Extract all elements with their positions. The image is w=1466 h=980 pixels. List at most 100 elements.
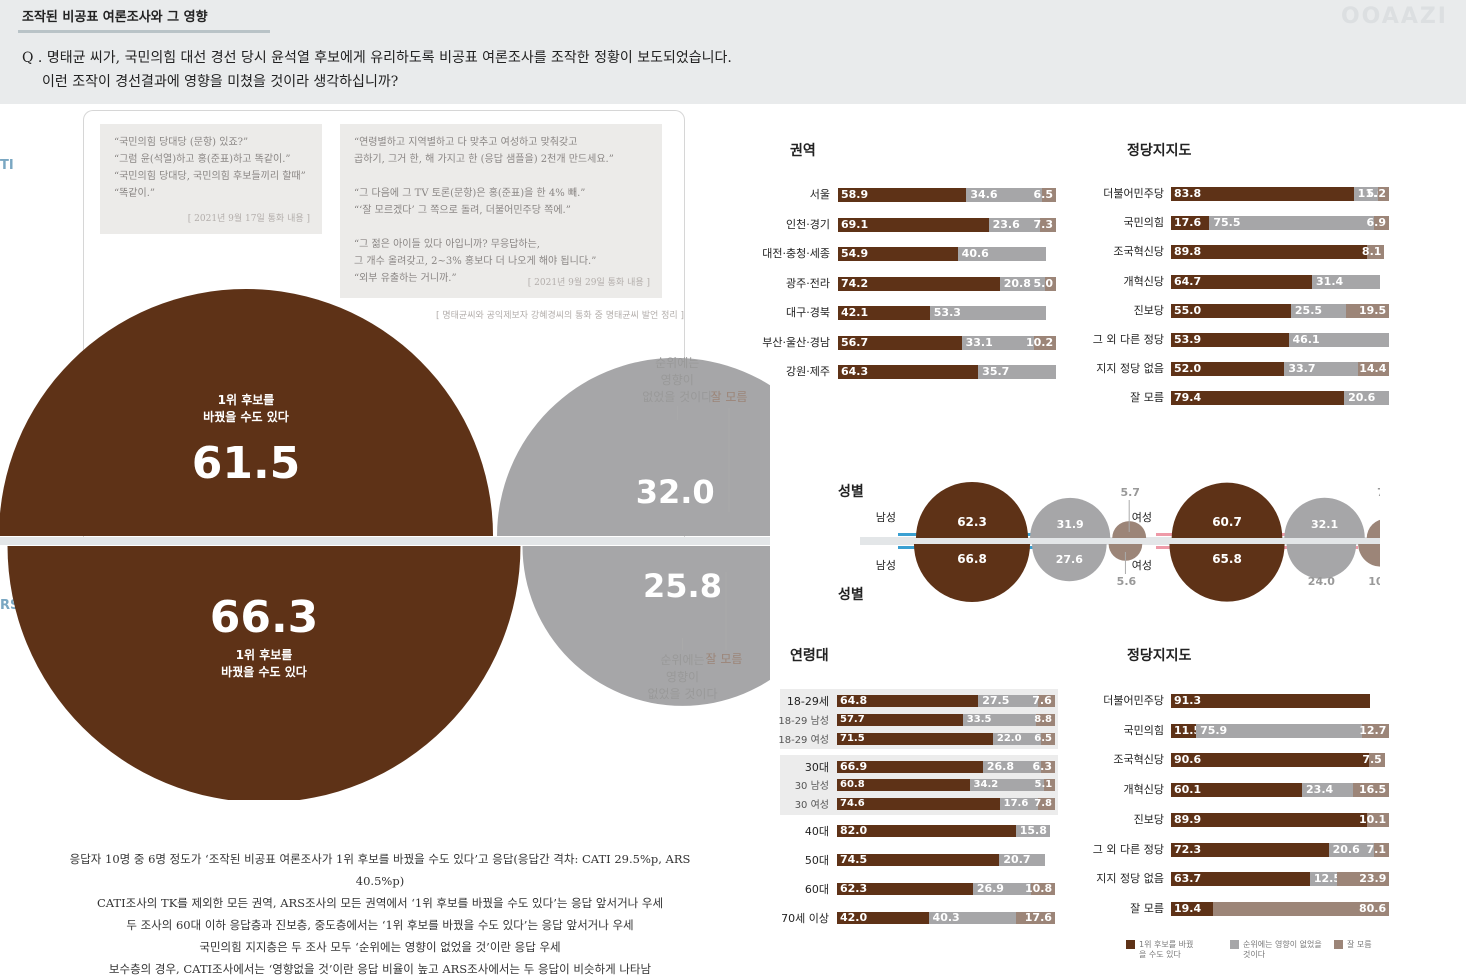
bar-value-changed: 79.4	[1174, 391, 1202, 405]
bar-value-no-effect: 20.8	[1003, 276, 1031, 290]
survey-question: Q . 명태균 씨가, 국민의힘 대선 경선 당시 윤석열 후보에게 유리하도록…	[22, 46, 732, 94]
bar-category-label: 국민의힘	[1123, 216, 1164, 230]
bar-seg-changed	[837, 733, 993, 745]
ars-no-effect-label: 순위에는	[660, 653, 704, 667]
ars-no-effect-value: 25.8	[643, 567, 722, 605]
bar-category-label: 그 외 다른 정당	[1092, 333, 1164, 346]
ars-no-effect-label: 영향이	[666, 670, 699, 684]
takeaway-text: 응답자 10명 중 6명 정도가 ‘조작된 비공표 여론조사가 1위 후보를 바…	[60, 848, 700, 980]
male-ars-no-effect-value: 27.6	[1056, 553, 1083, 566]
bar-value-no-effect: 12.5	[1313, 872, 1341, 886]
bar-category-label: 18-29 여성	[778, 735, 829, 746]
bar-seg-unknown	[1045, 276, 1056, 291]
bar-value-no-effect: 33.1	[965, 335, 993, 349]
bar-seg-unknown	[1044, 779, 1056, 791]
bar-seg-no-effect	[978, 695, 1039, 707]
bar-seg-changed	[838, 306, 930, 320]
bar-value-changed: 42.0	[840, 911, 868, 924]
takeaway-line: 응답자 10명 중 6명 정도가 ‘조작된 비공표 여론조사가 1위 후보를 바…	[69, 852, 691, 888]
bar-category-label: 18-29세	[786, 695, 829, 708]
bar-category-label: 18-29 남성	[778, 716, 829, 727]
bar-seg-changed	[1171, 783, 1303, 798]
bar-value-unknown: 23.9	[1359, 872, 1387, 886]
bar-category-label: 서울	[809, 188, 830, 201]
bar-category-label: 강원·제주	[786, 365, 830, 378]
bar-seg-changed	[1171, 245, 1367, 260]
bar-value-changed: 74.2	[841, 276, 869, 290]
bar-seg-unknown	[1040, 217, 1056, 232]
bar-seg-changed	[838, 188, 967, 202]
bar-seg-no-effect	[999, 798, 1038, 810]
heading-gender-top: 성별	[838, 484, 864, 500]
bar-seg-changed	[1171, 842, 1329, 857]
bar-value-changed: 89.9	[1174, 812, 1202, 826]
bar-value-changed: 42.1	[841, 306, 869, 319]
female-label-bottom: 여성	[1132, 559, 1152, 572]
takeaway-line: 두 조사의 60대 이하 응답층과 진보층, 중도층에서는 ‘1위 후보를 바꿨…	[126, 918, 634, 932]
bar-category-label: 개혁신당	[1123, 783, 1164, 797]
bar-value-changed: 55.0	[1174, 303, 1202, 317]
bar-seg-changed	[1171, 274, 1313, 289]
quote-box-2-line: “그 다음에 그 TV 토론(문항)은 홍(준표)을 한 4% 빼.”	[354, 188, 586, 199]
quote-box-2-line: “연령별하고 지역별하고 다 맞추고 여성하고 맞춰갖고	[354, 137, 578, 148]
bar-seg-changed	[1171, 812, 1367, 827]
bar-seg-unknown	[1337, 872, 1390, 887]
bar-value-no-effect: 25.5	[1294, 303, 1323, 317]
watermark-logo: OOAAZI	[1340, 4, 1448, 29]
bar-seg-no-effect	[929, 306, 1046, 320]
bar-category-label: 더불어민주당	[1103, 187, 1164, 200]
bar-value-changed: 53.9	[1174, 333, 1202, 346]
takeaway-line: 국민의힘 지지층은 두 조사 모두 ‘순위에는 영향이 없었을 것’이란 응답 …	[199, 940, 561, 954]
bar-seg-no-effect	[1302, 783, 1354, 798]
bar-category-label: 50대	[804, 854, 829, 867]
bar-value-no-effect: 34.6	[970, 188, 998, 201]
bar-seg-changed	[838, 365, 979, 379]
bar-value-changed: 64.7	[1174, 274, 1202, 288]
bar-category-label: 지지 정당 없음	[1096, 872, 1164, 886]
bar-value-unknown: 17.6	[1024, 911, 1052, 924]
legend-swatch-changed	[1126, 940, 1135, 949]
bar-value-unknown: 7.6	[1032, 694, 1052, 707]
bar-value-changed: 54.9	[841, 247, 869, 260]
bar-seg-unknown	[1368, 753, 1385, 768]
bar-seg-unknown	[1213, 901, 1389, 916]
ars-no-effect-label: 없었을 것이다	[647, 687, 717, 701]
bar-value-no-effect: 75.5	[1213, 216, 1241, 230]
quote-box-2-line: “그 젊은 아이들 있다 아입니까? 무응답하는,	[354, 239, 540, 250]
bar-seg-changed	[837, 695, 979, 707]
bar-value-changed: 60.8	[840, 779, 865, 790]
ars-no-effect-bubble	[522, 546, 770, 706]
bar-category-label: 30 여성	[794, 800, 829, 811]
bar-value-changed: 83.8	[1174, 187, 1202, 200]
cati-no-effect-value: 32.0	[636, 473, 715, 511]
bar-seg-no-effect	[1209, 216, 1374, 231]
bar-seg-changed	[838, 217, 989, 232]
bar-seg-no-effect	[988, 217, 1041, 232]
bar-category-label: 더불어민주당	[1103, 694, 1164, 707]
quote-box-2-date: [ 2021년 9월 29일 통화 내용 ]	[527, 278, 650, 288]
bar-value-changed: 56.7	[841, 335, 869, 349]
bar-seg-unknown	[1373, 216, 1389, 231]
bar-seg-changed	[1171, 362, 1285, 377]
bar-value-no-effect: 26.8	[986, 760, 1014, 773]
bar-seg-changed	[1171, 187, 1354, 201]
bar-value-unknown: 7.3	[1033, 217, 1054, 231]
bar-seg-no-effect	[982, 761, 1042, 773]
cati-no-effect-label: 없었을 것이다	[642, 390, 712, 404]
bar-value-no-effect: 33.7	[1288, 362, 1316, 376]
bar-value-unknown: 10.2	[1026, 335, 1054, 349]
female-cati-changed-value: 60.7	[1212, 515, 1242, 529]
bar-category-label: 부산·울산·경남	[762, 335, 830, 349]
bar-seg-unknown	[1357, 362, 1390, 377]
bar-seg-no-effect	[999, 854, 1045, 866]
bar-value-unknown: 8.1	[1361, 245, 1382, 259]
question-line-2: 이런 조작이 경선결과에 영향을 미쳤을 것이라 생각하십니까?	[42, 74, 399, 90]
legend-unknown: 잘 모름	[1334, 940, 1372, 950]
header-band: 조작된 비공표 여론조사와 그 영향 OOAAZI Q . 명태균 씨가, 국민…	[0, 0, 1466, 104]
bar-value-unknown: 6.5	[1033, 188, 1054, 201]
male-cati-changed-value: 62.3	[957, 515, 987, 529]
female-ars-unknown-value: 10.2	[1368, 575, 1380, 588]
bar-seg-changed	[837, 883, 973, 895]
bar-seg-changed	[1171, 303, 1291, 318]
bar-seg-changed	[837, 825, 1016, 837]
